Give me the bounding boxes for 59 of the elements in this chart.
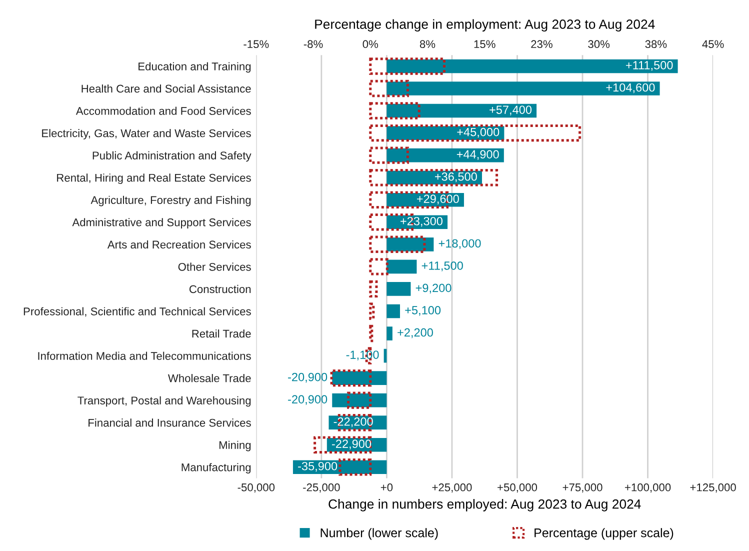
data-label: +5,100: [405, 306, 441, 316]
data-label: +2,200: [398, 328, 433, 338]
x2-tick-label: 30%: [588, 40, 610, 48]
data-label: +57,400: [490, 106, 532, 116]
x-tick-label: +0: [380, 483, 393, 492]
x-tick-label: +25,000: [432, 483, 472, 493]
y-tick-label: Accommodation and Food Services: [76, 106, 251, 115]
x-tick-label: +75,000: [562, 483, 602, 493]
x2-tick-label: 0%: [362, 40, 378, 48]
data-label: +44,900: [456, 150, 499, 160]
data-label: +9,200: [416, 284, 452, 294]
data-label: +23,300: [400, 216, 442, 227]
data-label: -22,900: [332, 440, 372, 450]
y-tick-label: Mining: [219, 440, 251, 452]
data-label: -20,900: [288, 372, 328, 383]
y-tick-label: Transport, Postal and Warehousing: [78, 396, 251, 407]
data-label: +45,000: [457, 128, 500, 138]
legend-label: Number (lower scale): [320, 528, 438, 540]
y-tick-label: Professional, Scientific and Technical Services: [24, 307, 251, 317]
y-tick-label: Administrative and Support Services: [72, 218, 251, 228]
y-tick-label: Financial and Insurance Services: [88, 418, 251, 427]
x2-tick-label: 15%: [474, 40, 496, 48]
y-tick-label: Agriculture, Forestry and Fishing: [90, 196, 251, 206]
x-tick-label: +50,000: [498, 483, 538, 493]
x2-tick-label: 23%: [531, 40, 552, 48]
y-tick-label: Electricity, Gas, Water and Waste Services: [42, 129, 251, 140]
data-label: +11,500: [422, 261, 463, 272]
y-tick-label: Arts and Recreation Services: [107, 240, 251, 249]
y-tick-label: Manufacturing: [182, 463, 251, 474]
x2-tick-label: 45%: [702, 40, 724, 48]
data-label: +36,500: [435, 172, 477, 182]
y-tick-label: Construction: [189, 284, 251, 294]
y-tick-label: Other Services: [178, 262, 251, 271]
data-label: -22,200: [334, 417, 373, 428]
y-tick-label: Education and Training: [138, 62, 251, 73]
data-label: +111,500: [626, 61, 673, 71]
x2-tick-label: 8%: [420, 40, 436, 48]
data-label: -35,900: [298, 462, 338, 472]
data-label: +18,000: [438, 239, 481, 249]
legend-label: Percentage (upper scale): [534, 528, 674, 540]
y-tick-label: Information Media and Telecommunications: [38, 352, 251, 360]
x2-tick-label: -15%: [244, 40, 269, 48]
x-tick-label: +100,000: [624, 483, 671, 493]
y-tick-label: Health Care and Social Assistance: [82, 84, 251, 93]
x2-tick-label: -8%: [304, 40, 323, 48]
y-tick-label: Public Administration and Safety: [92, 151, 252, 162]
data-label: +29,600: [416, 194, 459, 204]
x-tick-label: +125,000: [690, 483, 736, 493]
x2-tick-label: 38%: [645, 40, 667, 48]
data-label: -20,900: [288, 395, 328, 405]
x-axis-title: Change in numbers employed: Aug 2023 to Aug 2024: [328, 499, 641, 512]
y-tick-label: Rental, Hiring and Real Estate Services: [57, 174, 251, 184]
x2-axis-title: Percentage change in employment: Aug 2023 to Aug 2024: [315, 19, 655, 32]
x-tick-label: -25,000: [303, 483, 340, 493]
y-tick-label: Wholesale Trade: [168, 374, 251, 382]
x-tick-label: -50,000: [238, 483, 275, 493]
data-label: -1,100: [346, 350, 379, 360]
y-tick-label: Retail Trade: [192, 329, 251, 338]
data-label: +104,600: [606, 83, 655, 94]
